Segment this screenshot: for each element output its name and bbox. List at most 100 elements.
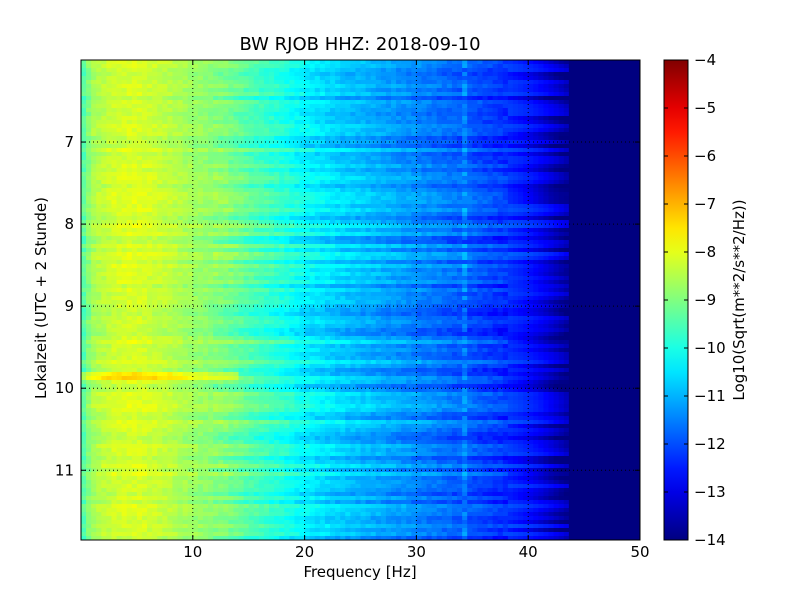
heatmap-cell: [299, 140, 306, 145]
heatmap-cell: [467, 96, 473, 101]
heatmap-cell: [538, 136, 545, 141]
heatmap-cell: [573, 72, 580, 77]
heatmap-cell: [111, 100, 118, 105]
heatmap-cell: [162, 64, 168, 69]
heatmap-cell: [568, 204, 575, 209]
heatmap-cell: [375, 104, 382, 109]
heatmap-cell: [365, 204, 372, 209]
heatmap-cell: [421, 88, 428, 93]
heatmap-cell: [624, 168, 631, 173]
heatmap-cell: [167, 176, 174, 181]
heatmap-cell: [462, 236, 468, 241]
heatmap-cell: [86, 208, 92, 213]
heatmap-cell: [269, 152, 275, 157]
heatmap-cell: [81, 148, 87, 153]
heatmap-cell: [319, 152, 326, 157]
heatmap-cell: [152, 148, 158, 153]
heatmap-cell: [309, 120, 316, 125]
heatmap-cell: [304, 108, 311, 113]
heatmap-cell: [279, 144, 285, 149]
heatmap-cell: [208, 88, 214, 93]
heatmap-cell: [274, 152, 280, 157]
heatmap-cell: [543, 148, 550, 153]
heatmap-cell: [177, 160, 184, 165]
heatmap-cell: [243, 120, 250, 125]
heatmap-cell: [492, 228, 499, 233]
heatmap-cell: [81, 224, 87, 229]
heatmap-cell: [472, 120, 478, 125]
heatmap-cell: [573, 236, 580, 241]
heatmap-cell: [304, 236, 311, 241]
heatmap-cell: [187, 224, 194, 229]
heatmap-cell: [518, 236, 524, 241]
heatmap-cell: [579, 128, 585, 133]
heatmap-cell: [528, 208, 534, 213]
heatmap-cell: [258, 236, 265, 241]
heatmap-cell: [411, 108, 417, 113]
heatmap-cell: [243, 212, 250, 217]
heatmap-cell: [121, 112, 128, 117]
heatmap-cell: [177, 132, 184, 137]
heatmap-cell: [589, 100, 595, 105]
heatmap-cell: [563, 120, 570, 125]
heatmap-cell: [568, 160, 575, 165]
heatmap-cell: [380, 236, 387, 241]
heatmap-cell: [172, 92, 179, 97]
heatmap-cell: [96, 104, 102, 109]
heatmap-cell: [390, 64, 397, 69]
heatmap-cell: [238, 80, 245, 85]
heatmap-cell: [518, 88, 524, 93]
heatmap-cell: [187, 100, 194, 105]
heatmap-cell: [182, 196, 189, 201]
heatmap-cell: [182, 236, 189, 241]
heatmap-cell: [274, 116, 280, 121]
heatmap-cell: [390, 228, 397, 233]
heatmap-cell: [141, 168, 148, 173]
heatmap-cell: [365, 180, 372, 185]
heatmap-cell: [482, 208, 489, 213]
heatmap-cell: [528, 124, 534, 129]
heatmap-cell: [365, 212, 372, 217]
heatmap-cell: [385, 184, 392, 189]
heatmap-cell: [558, 212, 565, 217]
heatmap-cell: [213, 232, 219, 237]
heatmap-cell: [187, 164, 194, 169]
heatmap-cell: [279, 172, 285, 177]
heatmap-cell: [426, 188, 433, 193]
heatmap-cell: [136, 144, 143, 149]
heatmap-cell: [126, 112, 133, 117]
heatmap-cell: [446, 76, 453, 81]
heatmap-cell: [319, 128, 326, 133]
heatmap-cell: [584, 92, 590, 97]
heatmap-cell: [573, 96, 580, 101]
heatmap-cell: [131, 100, 138, 105]
heatmap-cell: [548, 96, 555, 101]
heatmap-cell: [248, 144, 255, 149]
heatmap-cell: [319, 148, 326, 153]
heatmap-cell: [218, 68, 224, 73]
heatmap-cell: [228, 188, 235, 193]
heatmap-cell: [172, 180, 179, 185]
heatmap-cell: [324, 92, 331, 97]
heatmap-cell: [172, 128, 179, 133]
heatmap-cell: [426, 124, 433, 129]
heatmap-cell: [589, 72, 595, 77]
heatmap-cell: [573, 80, 580, 85]
heatmap-cell: [106, 112, 113, 117]
heatmap-cell: [548, 140, 555, 145]
heatmap-cell: [147, 212, 153, 217]
heatmap-cell: [289, 172, 296, 177]
heatmap-cell: [340, 116, 346, 121]
heatmap-cell: [258, 60, 265, 65]
heatmap-cell: [487, 60, 494, 65]
heatmap-cell: [289, 80, 296, 85]
heatmap-cell: [365, 112, 372, 117]
heatmap-cell: [304, 104, 311, 109]
heatmap-cell: [604, 124, 611, 129]
heatmap-cell: [624, 144, 631, 149]
heatmap-cell: [314, 204, 321, 209]
heatmap-cell: [624, 140, 631, 145]
heatmap-cell: [324, 132, 331, 137]
heatmap-cell: [533, 80, 539, 85]
heatmap-cell: [375, 204, 382, 209]
